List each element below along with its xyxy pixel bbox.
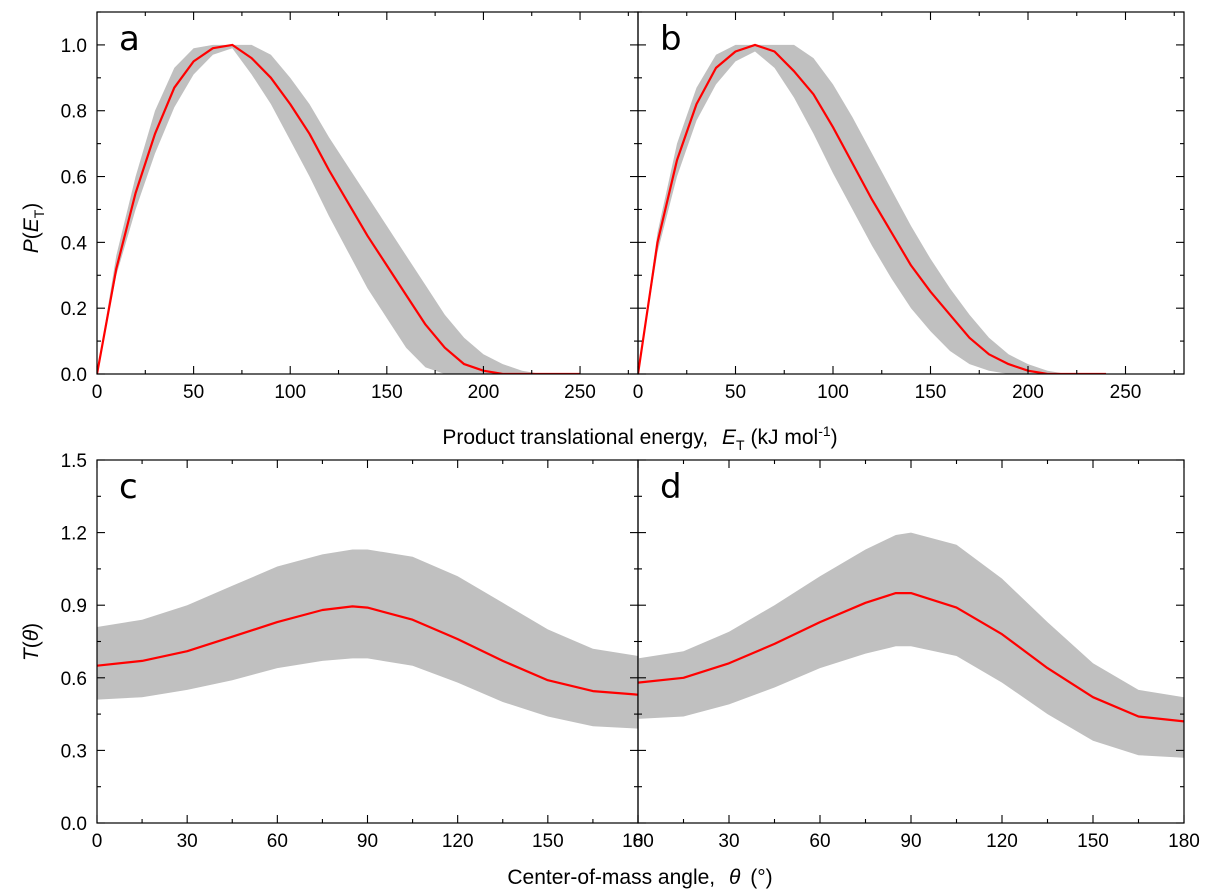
bottom-y-axis-title-open: ( bbox=[20, 641, 43, 648]
x-tick-label-d: 90 bbox=[900, 831, 921, 852]
panel-b: 0 50 100 150 200 250 b bbox=[633, 11, 1185, 403]
y-tick-label-a: 0.4 bbox=[61, 233, 88, 254]
top-y-axis-title: P(ET) bbox=[20, 203, 47, 254]
x-tick-label-a: 50 bbox=[183, 382, 204, 403]
x-tick-label-b: 200 bbox=[1012, 382, 1044, 403]
x-tick-label-c: 30 bbox=[177, 831, 198, 852]
top-x-axis-title-unit-open: (kJ mol bbox=[751, 426, 819, 449]
top-x-axis-title-symbol: E bbox=[722, 426, 737, 449]
bottom-x-axis-title-unit: (°) bbox=[750, 866, 772, 889]
x-tick-label-a: 100 bbox=[274, 382, 306, 403]
x-tick-label-c: 180 bbox=[622, 831, 654, 852]
y-tick-label-c: 0.6 bbox=[61, 669, 87, 690]
x-tick-label-b: 150 bbox=[915, 382, 947, 403]
x-tick-label-a: 0 bbox=[92, 382, 103, 403]
top-y-axis-title-sub: T bbox=[31, 209, 47, 218]
top-x-axis-title-subscript: T bbox=[736, 437, 745, 453]
bottom-x-axis-title-symbol: θ bbox=[729, 866, 741, 889]
plot-frame-b bbox=[637, 11, 1185, 375]
y-tick-label-c: 1.5 bbox=[61, 451, 87, 472]
best-fit-line-d bbox=[638, 592, 1184, 723]
top-y-axis-title-p: P bbox=[20, 239, 43, 253]
x-tick-label-c: 150 bbox=[532, 831, 564, 852]
x-tick-label-d: 120 bbox=[986, 831, 1018, 852]
top-x-axis-title-unit-sup: -1 bbox=[818, 423, 831, 439]
uncertainty-band-c bbox=[97, 549, 638, 729]
panel-c: 0 30 60 90 120 150 180 0.0 0.3 0.6 0.9 1.2 1.5 c bbox=[61, 451, 654, 852]
bottom-x-axis-title-prefix: Center-of-mass angle, bbox=[507, 866, 715, 889]
bottom-y-axis-title: T(θ) bbox=[20, 623, 43, 661]
x-tick-label-d: 180 bbox=[1168, 831, 1200, 852]
top-y-axis-title-e: E bbox=[20, 217, 43, 232]
y-tick-label-a: 0.8 bbox=[61, 102, 87, 123]
bottom-y-axis-title-t: T bbox=[20, 646, 43, 661]
x-tick-label-b: 0 bbox=[633, 382, 644, 403]
y-tick-label-a: 1.0 bbox=[61, 36, 87, 57]
x-tick-label-c: 90 bbox=[357, 831, 378, 852]
x-tick-label-d: 30 bbox=[718, 831, 739, 852]
x-tick-label-d: 60 bbox=[809, 831, 830, 852]
top-x-axis-title-unit-close: ) bbox=[831, 426, 838, 449]
y-tick-label-c: 0.0 bbox=[61, 814, 87, 835]
top-y-axis-title-close: ) bbox=[20, 203, 43, 210]
uncertainty-band-a bbox=[97, 44, 580, 374]
x-tick-label-c: 0 bbox=[92, 831, 103, 852]
y-tick-label-a: 0.0 bbox=[61, 365, 87, 386]
x-tick-label-d: 0 bbox=[633, 831, 644, 852]
y-tick-label-a: 0.6 bbox=[61, 168, 87, 189]
x-tick-label-b: 100 bbox=[817, 382, 849, 403]
y-tick-label-c: 0.9 bbox=[61, 596, 87, 617]
x-tick-label-b: 50 bbox=[725, 382, 746, 403]
x-tick-label-c: 60 bbox=[267, 831, 288, 852]
best-fit-line-c bbox=[97, 605, 638, 696]
panel-label-d: d bbox=[660, 467, 682, 507]
panel-a: 0 50 100 150 200 250 0.0 0.2 0.4 0.6 0.8 1.0 a bbox=[61, 11, 639, 403]
panel-label-c: c bbox=[119, 467, 138, 507]
top-x-axis-title: Product translational energy, ET (kJ mol-… bbox=[442, 423, 837, 453]
x-tick-label-a: 250 bbox=[564, 382, 596, 403]
uncertainty-band-d bbox=[638, 532, 1184, 758]
bottom-x-axis-title: Center-of-mass angle, θ (°) bbox=[507, 866, 772, 889]
top-y-axis-title-open: ( bbox=[20, 232, 43, 239]
x-tick-label-b: 250 bbox=[1110, 382, 1142, 403]
panel-label-b: b bbox=[660, 19, 682, 59]
x-tick-label-d: 150 bbox=[1077, 831, 1109, 852]
top-x-axis-title-prefix: Product translational energy, bbox=[442, 426, 708, 449]
x-tick-label-c: 120 bbox=[442, 831, 474, 852]
panel-label-a: a bbox=[119, 19, 140, 59]
y-tick-label-c: 1.2 bbox=[61, 524, 87, 545]
bottom-y-axis-title-close: ) bbox=[20, 623, 43, 630]
y-tick-label-a: 0.2 bbox=[61, 299, 87, 320]
y-tick-label-c: 0.3 bbox=[61, 741, 87, 762]
uncertainty-band-b bbox=[638, 44, 1106, 374]
x-tick-label-a: 200 bbox=[468, 382, 500, 403]
x-tick-label-a: 150 bbox=[371, 382, 403, 403]
bottom-y-axis-title-theta: θ bbox=[20, 629, 43, 641]
panel-d: 0 30 60 90 120 150 180 d bbox=[633, 459, 1200, 852]
